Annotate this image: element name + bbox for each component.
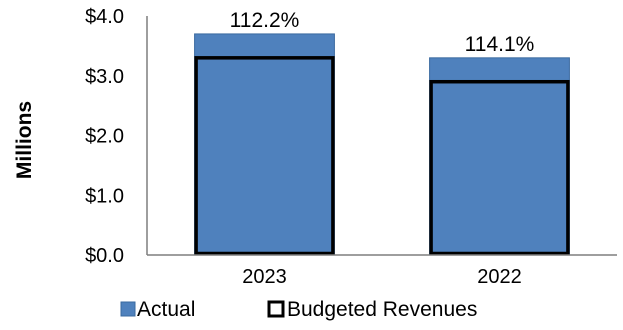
data-label: 112.2% xyxy=(230,9,300,32)
legend: Actual Budgeted Revenues xyxy=(120,298,477,321)
y-tick-label: $4.0 xyxy=(85,6,124,28)
bar-actual-2023 xyxy=(194,33,335,256)
y-tick-labels: $0.0 $1.0 $2.0 $3.0 $4.0 xyxy=(85,6,124,267)
bars xyxy=(194,33,570,256)
data-labels: 112.2% 114.1% xyxy=(230,9,535,56)
data-label: 114.1% xyxy=(465,33,535,56)
x-tick-labels: 2023 2022 xyxy=(242,266,522,288)
axes xyxy=(146,16,617,256)
x-tick-label: 2023 xyxy=(242,266,287,288)
y-tick-label: $2.0 xyxy=(85,126,124,148)
bar-budgeted-2023 xyxy=(194,56,335,256)
legend-swatch-budgeted xyxy=(267,300,285,318)
legend-label-budgeted: Budgeted Revenues xyxy=(287,298,477,321)
legend-label-actual: Actual xyxy=(137,298,195,321)
y-axis-label: Millions xyxy=(13,101,36,179)
bar-budgeted-2022 xyxy=(429,79,570,256)
y-tick-label: $3.0 xyxy=(85,66,124,88)
bar-actual-2022 xyxy=(429,57,570,256)
legend-swatch-actual xyxy=(120,301,136,317)
x-tick-label: 2022 xyxy=(477,266,522,288)
y-tick-label: $1.0 xyxy=(85,185,124,207)
y-tick-label: $0.0 xyxy=(85,245,124,267)
